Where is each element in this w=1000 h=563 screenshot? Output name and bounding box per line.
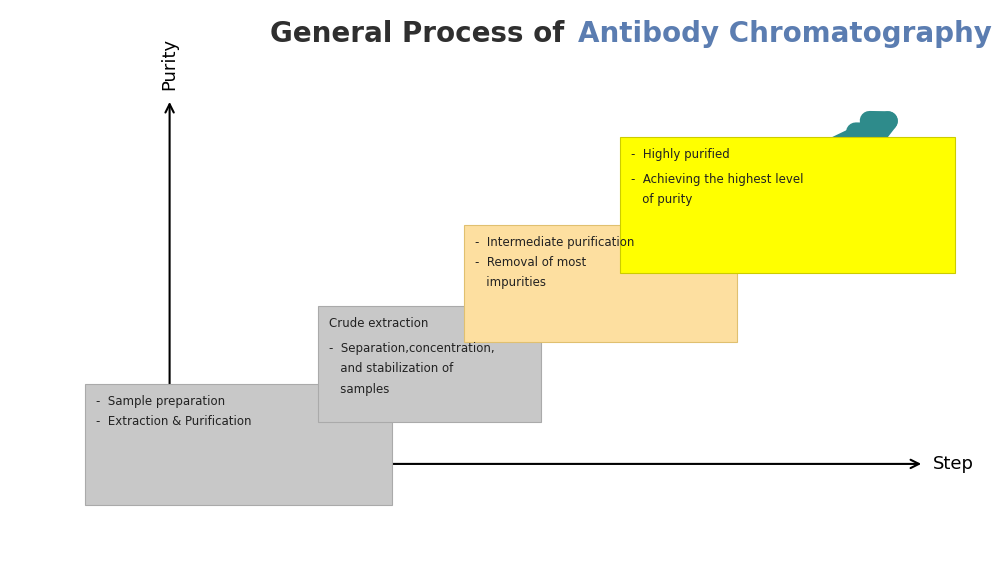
Text: Purity: Purity: [161, 38, 179, 90]
FancyBboxPatch shape: [318, 306, 541, 422]
Text: Antibody Chromatography: Antibody Chromatography: [578, 20, 992, 48]
Text: Crude extraction: Crude extraction: [329, 317, 429, 330]
Text: -  Separation,concentration,: - Separation,concentration,: [329, 342, 495, 355]
FancyBboxPatch shape: [464, 225, 737, 342]
Text: samples: samples: [329, 382, 390, 396]
Text: General Process of: General Process of: [270, 20, 574, 48]
Text: -  Highly purified: - Highly purified: [631, 148, 730, 161]
Text: of purity: of purity: [631, 193, 693, 206]
Text: -  Achieving the highest level: - Achieving the highest level: [631, 173, 804, 186]
Text: -  Sample preparation: - Sample preparation: [96, 395, 225, 408]
Text: -  Removal of most: - Removal of most: [475, 256, 586, 269]
Text: -  Intermediate purification: - Intermediate purification: [475, 236, 634, 249]
FancyBboxPatch shape: [620, 137, 955, 273]
FancyBboxPatch shape: [85, 384, 392, 505]
Text: Step: Step: [933, 455, 974, 473]
Text: -  Extraction & Purification: - Extraction & Purification: [96, 415, 252, 428]
Text: and stabilization of: and stabilization of: [329, 362, 454, 376]
Text: impurities: impurities: [475, 276, 546, 289]
